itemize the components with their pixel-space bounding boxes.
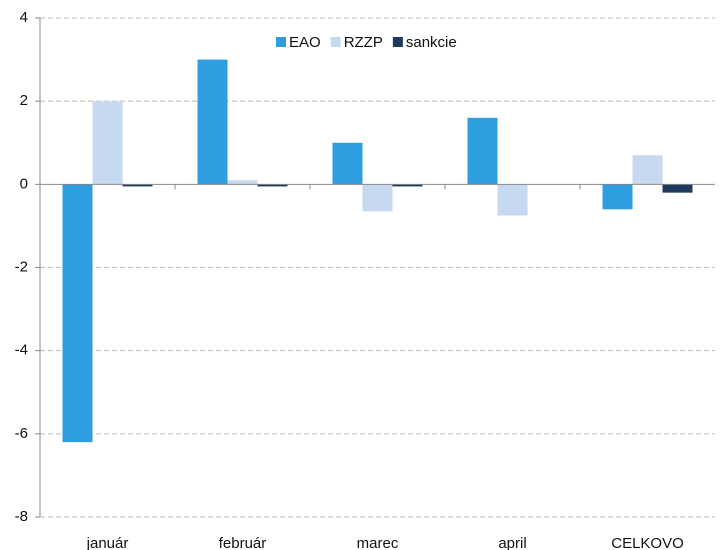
x-tick-label: február: [219, 535, 267, 550]
x-tick-label: CELKOVO: [611, 535, 684, 550]
y-tick-label: 0: [20, 175, 28, 192]
bar: [467, 117, 498, 185]
legend-label: RZZP: [344, 34, 383, 51]
x-tick-label: april: [498, 535, 526, 550]
legend-label: EAO: [289, 34, 321, 51]
bar: [92, 101, 123, 185]
bar: [392, 184, 423, 187]
y-tick-label: -4: [15, 342, 28, 359]
bar: [662, 184, 693, 193]
legend-swatch: [330, 37, 341, 47]
x-tick-label: január: [86, 535, 129, 550]
bar: [497, 184, 528, 216]
bar: [227, 180, 258, 185]
x-tick-label: marec: [357, 535, 399, 550]
legend-label: sankcie: [406, 34, 457, 51]
y-tick-label: 2: [20, 92, 28, 109]
y-tick-label: -6: [15, 425, 28, 442]
bar: [197, 59, 228, 185]
bar: [632, 155, 663, 185]
y-tick-label: -8: [15, 508, 28, 525]
bar: [362, 184, 393, 212]
bar: [62, 184, 93, 443]
legend-swatch: [276, 37, 286, 47]
y-tick-label: 4: [20, 9, 28, 26]
y-tick-label: -2: [15, 258, 28, 275]
bar: [257, 184, 288, 187]
legend-swatch: [392, 37, 403, 47]
bar: [122, 184, 153, 187]
bar: [602, 184, 633, 210]
bar: [332, 142, 363, 185]
